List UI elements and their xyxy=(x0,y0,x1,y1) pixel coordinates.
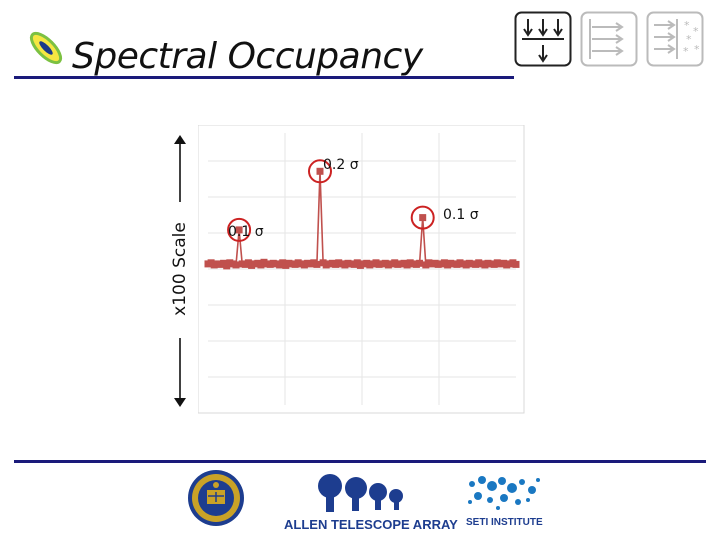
series-data xyxy=(204,167,520,270)
svg-text:*: * xyxy=(694,43,700,56)
uc-berkeley-seal-icon xyxy=(186,468,246,528)
peak-annotation-right: 0.1 σ xyxy=(443,207,479,223)
svg-text:*: * xyxy=(686,33,692,46)
telescope-icon xyxy=(24,26,68,70)
peak-highlight-circle xyxy=(410,205,435,230)
data-point xyxy=(235,226,243,234)
ata-logo-text: ALLEN TELESCOPE ARRAY xyxy=(284,517,458,532)
seti-logo-icon xyxy=(462,472,546,514)
svg-text:*: * xyxy=(693,25,699,38)
data-point xyxy=(416,259,424,267)
flow-diagram-icon-2 xyxy=(580,11,638,67)
title-divider xyxy=(14,76,514,79)
spectrum-chart xyxy=(198,125,525,414)
chart-grid xyxy=(208,133,516,405)
peak-annotation-center: 0.2 σ xyxy=(323,157,359,173)
page-title: Spectral Occupancy xyxy=(72,36,423,77)
data-point xyxy=(316,167,324,175)
peak-annotation-left: 0.1 σ xyxy=(228,224,264,240)
peak-highlights xyxy=(227,159,435,242)
ata-logo-icon xyxy=(308,468,408,514)
data-point xyxy=(512,260,520,268)
footer-divider xyxy=(14,460,706,463)
data-point xyxy=(419,214,427,222)
scale-arrow xyxy=(170,134,190,408)
data-point xyxy=(232,261,240,269)
flow-diagram-icon-1 xyxy=(514,11,572,67)
data-point xyxy=(313,260,321,268)
seti-logo-text: SETI INSTITUTE xyxy=(466,517,543,528)
svg-text:*: * xyxy=(683,45,689,58)
peak-highlight-circle xyxy=(227,217,252,242)
peak-highlight-circle xyxy=(308,159,332,184)
svg-text:*: * xyxy=(684,19,690,32)
flow-diagram-icon-3: * * * * * xyxy=(646,11,704,67)
